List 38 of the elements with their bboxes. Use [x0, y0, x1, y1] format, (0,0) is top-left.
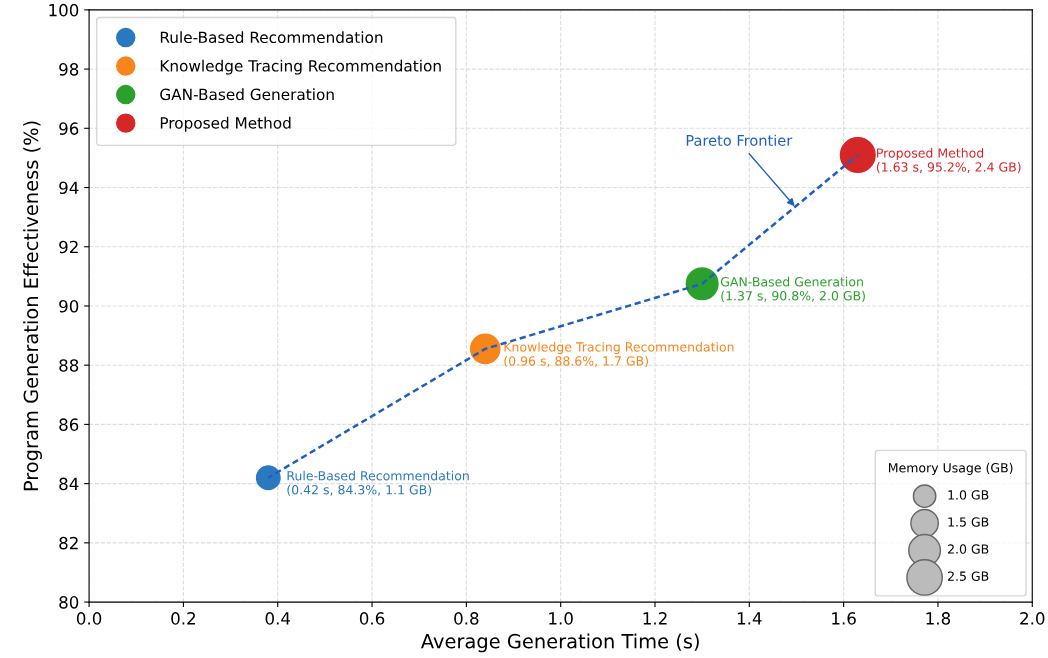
- y-tick-label: 92: [59, 240, 78, 254]
- legend-label: Rule-Based Recommendation: [160, 31, 383, 44]
- annotation: Rule-Based Recommendation (0.42 s, 84.3%, 1.1 GB): [287, 470, 469, 496]
- legend-label: GAN-Based Generation: [160, 88, 334, 101]
- y-tick-label: 82: [59, 536, 78, 550]
- x-tick-label: 1.6: [832, 612, 856, 625]
- y-tick-label: 80: [59, 596, 79, 609]
- legend-title: Memory Usage (GB): [889, 462, 1013, 475]
- x-tick-label: 0.8: [454, 612, 479, 625]
- y-tick-label: 88: [59, 359, 79, 372]
- y-tick-label: 100: [49, 3, 79, 17]
- y-tick-label: 86: [59, 418, 79, 431]
- y-tick-label: 84: [59, 477, 79, 491]
- legend-label: 1.0 GB: [948, 490, 989, 500]
- y-axis-title: Program Generation Effectiveness (%): [23, 121, 42, 491]
- x-tick-label: 0.6: [359, 612, 385, 625]
- annotation: GAN-Based Generation (1.37 s, 90.8%, 2.0 GB): [720, 276, 865, 302]
- legend-label: Knowledge Tracing Recommendation: [160, 59, 441, 75]
- y-tick-label: 94: [59, 181, 79, 195]
- legend-label: 2.5 GB: [948, 571, 989, 581]
- x-tick-label: 0.2: [171, 612, 195, 625]
- y-tick-label: 90: [59, 299, 79, 313]
- annotation: Knowledge Tracing Recommendation (0.96 s, 88.6%, 1.7 GB): [504, 341, 734, 368]
- x-tick-label: 2.0: [1020, 612, 1045, 625]
- legend-label: 1.5 GB: [948, 517, 989, 527]
- legend-label: 2.0 GB: [948, 544, 989, 554]
- x-tick-label: 1.8: [926, 612, 951, 625]
- y-tick-label: 98: [59, 63, 79, 76]
- annotation: Pareto Frontier: [686, 134, 793, 146]
- legend-label: Proposed Method: [160, 116, 291, 132]
- x-tick-label: 1.4: [737, 612, 762, 625]
- x-tick-label: 0.0: [76, 612, 102, 625]
- x-tick-label: 1.2: [643, 612, 667, 625]
- y-tick-label: 96: [59, 122, 79, 135]
- x-tick-label: 0.4: [265, 612, 291, 625]
- x-axis-title: Average Generation Time (s): [420, 633, 699, 653]
- x-tick-label: 1.0: [549, 612, 573, 625]
- annotation: Proposed Method (1.63 s, 95.2%, 2.4 GB): [876, 148, 1021, 174]
